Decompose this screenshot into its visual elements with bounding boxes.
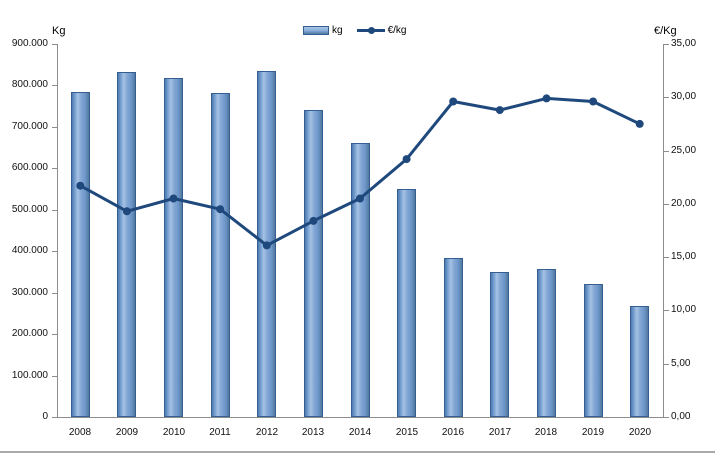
- price-point-2018: [542, 94, 551, 103]
- price-point-2008: [76, 181, 85, 190]
- x-axis-label-2009: 2009: [115, 427, 139, 438]
- left-axis-tick: [52, 127, 57, 128]
- bar-2011: [211, 93, 230, 417]
- price-line-path: [79, 96, 641, 247]
- left-axis-tick-label: 700.000: [11, 121, 48, 132]
- right-axis-tick: [664, 310, 669, 311]
- bar-2015: [397, 189, 416, 417]
- left-axis-tick-label: 400.000: [11, 245, 48, 256]
- left-axis-tick: [52, 210, 57, 211]
- bar-2016: [444, 258, 463, 417]
- left-axis-tick: [52, 376, 57, 377]
- x-axis-label-2016: 2016: [441, 427, 465, 438]
- legend-label-price: €/kg: [387, 25, 407, 36]
- left-axis-tick: [52, 334, 57, 335]
- left-axis-tick: [52, 417, 57, 418]
- left-axis-tick-label: 600.000: [11, 162, 48, 173]
- price-point-2013: [309, 216, 318, 225]
- left-axis-tick-label: 0: [42, 411, 48, 422]
- bottom-divider: [0, 451, 715, 453]
- x-axis-label-2010: 2010: [162, 427, 186, 438]
- left-axis-tick: [52, 85, 57, 86]
- price-point-2011: [216, 205, 225, 214]
- price-point-2010: [169, 194, 178, 203]
- bar-2019: [584, 284, 603, 417]
- bar-2018: [537, 269, 556, 417]
- bar-2014: [351, 143, 370, 417]
- bar-2008: [71, 92, 90, 417]
- left-axis-tick: [52, 251, 57, 252]
- price-point-2016: [449, 97, 458, 106]
- x-axis-label-2017: 2017: [488, 427, 512, 438]
- left-axis-line: [57, 44, 58, 418]
- left-axis-tick: [52, 168, 57, 169]
- left-axis-tick-label: 500.000: [11, 204, 48, 215]
- right-axis-tick-label: 20,00: [671, 198, 697, 209]
- x-axis-line: [57, 417, 664, 418]
- right-axis-tick-label: 0,00: [671, 411, 691, 422]
- right-axis-tick: [664, 364, 669, 365]
- bar-2020: [630, 306, 649, 417]
- right-axis-tick: [664, 151, 669, 152]
- right-axis-tick-label: 15,00: [671, 251, 697, 262]
- price-point-2015: [402, 155, 411, 164]
- x-axis-label-2019: 2019: [581, 427, 605, 438]
- left-axis-tick-label: 200.000: [11, 328, 48, 339]
- legend-item-price: €/kg: [356, 25, 407, 36]
- left-axis-tick: [52, 44, 57, 45]
- x-axis-label-2011: 2011: [209, 427, 231, 438]
- price-point-2014: [356, 194, 364, 203]
- legend-item-kg: kg: [303, 25, 343, 36]
- right-axis-tick-label: 30,00: [671, 91, 697, 102]
- x-axis-label-2012: 2012: [255, 427, 279, 438]
- chart-legend: kg €/kg: [303, 25, 406, 36]
- right-axis-tick-label: 5,00: [671, 358, 691, 369]
- right-axis-tick-label: 35,00: [671, 38, 697, 49]
- left-axis-tick-label: 900.000: [11, 38, 48, 49]
- x-axis-label-2014: 2014: [348, 427, 372, 438]
- bar-series-swatch-icon: [303, 26, 329, 35]
- bar-2009: [117, 72, 136, 417]
- line-series-swatch-icon: [356, 26, 385, 35]
- left-axis-tick-label: 300.000: [11, 287, 48, 298]
- bar-2017: [490, 272, 509, 417]
- right-axis-tick: [664, 97, 669, 98]
- right-axis-tick: [664, 204, 669, 205]
- x-axis-label-2013: 2013: [301, 427, 325, 438]
- left-axis-title: Kg: [52, 25, 66, 37]
- x-axis-label-2008: 2008: [68, 427, 92, 438]
- bar-2013: [304, 110, 323, 417]
- price-point-2017: [495, 106, 504, 115]
- left-axis-tick-label: 100.000: [11, 370, 48, 381]
- bar-2010: [164, 78, 183, 417]
- right-axis-tick: [664, 257, 669, 258]
- legend-label-kg: kg: [332, 25, 343, 36]
- right-axis-tick: [664, 44, 669, 45]
- right-axis-title: €/Kg: [654, 25, 677, 37]
- price-point-2020: [635, 119, 644, 128]
- left-axis-tick: [52, 293, 57, 294]
- x-axis-label-2020: 2020: [628, 427, 652, 438]
- x-axis-label-2018: 2018: [534, 427, 558, 438]
- price-point-2012: [262, 241, 271, 250]
- price-line-series: [76, 94, 644, 250]
- right-axis-line: [663, 44, 664, 418]
- price-point-2009: [122, 207, 131, 216]
- right-axis-tick: [664, 417, 669, 418]
- left-axis-tick-label: 800.000: [11, 79, 48, 90]
- price-point-2019: [589, 97, 598, 106]
- right-axis-tick-label: 25,00: [671, 145, 697, 156]
- right-axis-tick-label: 10,00: [671, 304, 697, 315]
- x-axis-label-2015: 2015: [395, 427, 419, 438]
